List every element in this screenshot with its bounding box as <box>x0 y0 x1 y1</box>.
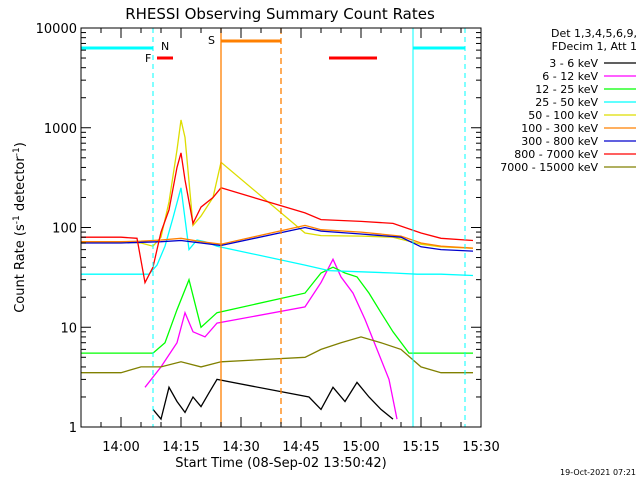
y-tick-label-2: 100 <box>52 222 77 237</box>
legend-label-3: 25 - 50 keV <box>535 96 598 109</box>
series-line-1 <box>144 257 398 420</box>
night-label: N <box>161 40 169 53</box>
y-tick-label-1: 10 <box>60 321 77 336</box>
legend: Det 1,3,4,5,6,9,FDecim 1, Att 1 3 - 6 keV… <box>500 27 637 174</box>
x-tick-label-1: 14:15 <box>162 440 199 455</box>
series-line-6 <box>81 226 474 252</box>
plot-area: NF S 1 10 100 1000 10000 14:00 14:15 14:30 14:45 15… <box>36 22 500 455</box>
legend-label-4: 50 - 100 keV <box>528 109 598 122</box>
x-tick-label-0: 14:00 <box>102 440 139 455</box>
saa-label: S <box>208 34 215 47</box>
x-tick-label-6: 15:30 <box>462 440 499 455</box>
chart-title: RHESSI Observing Summary Count Rates <box>125 5 435 23</box>
series-line-0 <box>152 378 394 421</box>
x-tick-label-3: 14:45 <box>282 440 319 455</box>
legend-label-1: 6 - 12 keV <box>542 70 598 83</box>
legend-header-1: FDecim 1, Att 1 <box>552 40 637 53</box>
y-tick-label-4: 10000 <box>36 22 77 37</box>
series-line-2 <box>81 266 473 354</box>
annotation-0: N <box>81 28 466 427</box>
series-line-4 <box>81 119 474 249</box>
annotation-1: F <box>145 52 173 65</box>
series-line-5 <box>81 224 474 249</box>
flare-label-1: F <box>145 52 151 65</box>
x-axis-label: Start Time (08-Sep-02 13:50:42) <box>175 456 386 471</box>
timestamp-label: 19-Oct-2021 07:21 <box>560 468 636 477</box>
x-tick-label-2: 14:30 <box>222 440 259 455</box>
y-axis-label: Count Rate (s-1 detector-1) <box>12 142 28 313</box>
legend-label-0: 3 - 6 keV <box>549 57 598 70</box>
y-tick-label-3: 1000 <box>44 122 77 137</box>
y-tick-label-0: 1 <box>69 421 77 436</box>
legend-label-8: 7000 - 15000 keV <box>500 161 598 174</box>
legend-label-6: 300 - 800 keV <box>521 135 598 148</box>
annotation-2: S <box>208 28 282 427</box>
series-line-7 <box>81 152 474 285</box>
legend-label-2: 12 - 25 keV <box>535 83 598 96</box>
legend-header-0: Det 1,3,4,5,6,9, <box>551 27 637 40</box>
legend-label-7: 800 - 7000 keV <box>514 148 598 161</box>
legend-label-5: 100 - 300 keV <box>521 122 598 135</box>
series-line-8 <box>81 336 473 374</box>
x-tick-label-5: 15:15 <box>402 440 439 455</box>
x-tick-label-4: 15:00 <box>342 440 379 455</box>
